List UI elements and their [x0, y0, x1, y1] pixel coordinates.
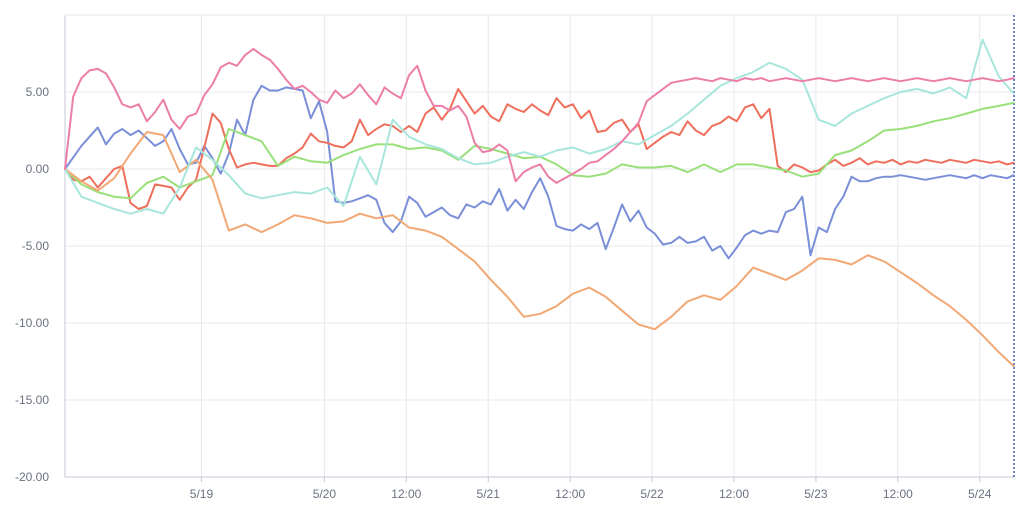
y-tick-label: -20.00: [15, 470, 49, 484]
x-tick-label: 5/20: [313, 487, 337, 501]
x-tick-label: 5/21: [477, 487, 501, 501]
series-line-5: [64, 38, 1015, 215]
tick-labels: 5.00 0.00 -5.00 -10.00 -15.00 -20.00 5/19 5/20 1…: [15, 85, 992, 501]
x-tick-label: 12:00: [391, 487, 421, 501]
x-tick-label: 5/19: [190, 487, 214, 501]
series-line-4: [64, 131, 1015, 368]
y-tick-label: -15.00: [15, 393, 49, 407]
x-tick-label: 12:00: [883, 487, 913, 501]
x-tick-label: 5/22: [640, 487, 664, 501]
y-tick-label: -5.00: [22, 239, 50, 253]
y-tick-label: 0.00: [26, 162, 50, 176]
x-tick-label: 12:00: [719, 487, 749, 501]
x-tick-label: 5/23: [804, 487, 828, 501]
y-tick-label: -10.00: [15, 316, 49, 330]
series-line-6: [64, 47, 1015, 184]
grid: [65, 15, 1014, 478]
series-line-1: [64, 84, 1015, 260]
axes: [64, 14, 1015, 482]
x-tick-label: 5/24: [968, 487, 992, 501]
y-tick-label: 5.00: [26, 85, 50, 99]
x-tick-label: 12:00: [555, 487, 585, 501]
series-line-2: [64, 87, 1015, 210]
series-lines: [64, 38, 1015, 368]
